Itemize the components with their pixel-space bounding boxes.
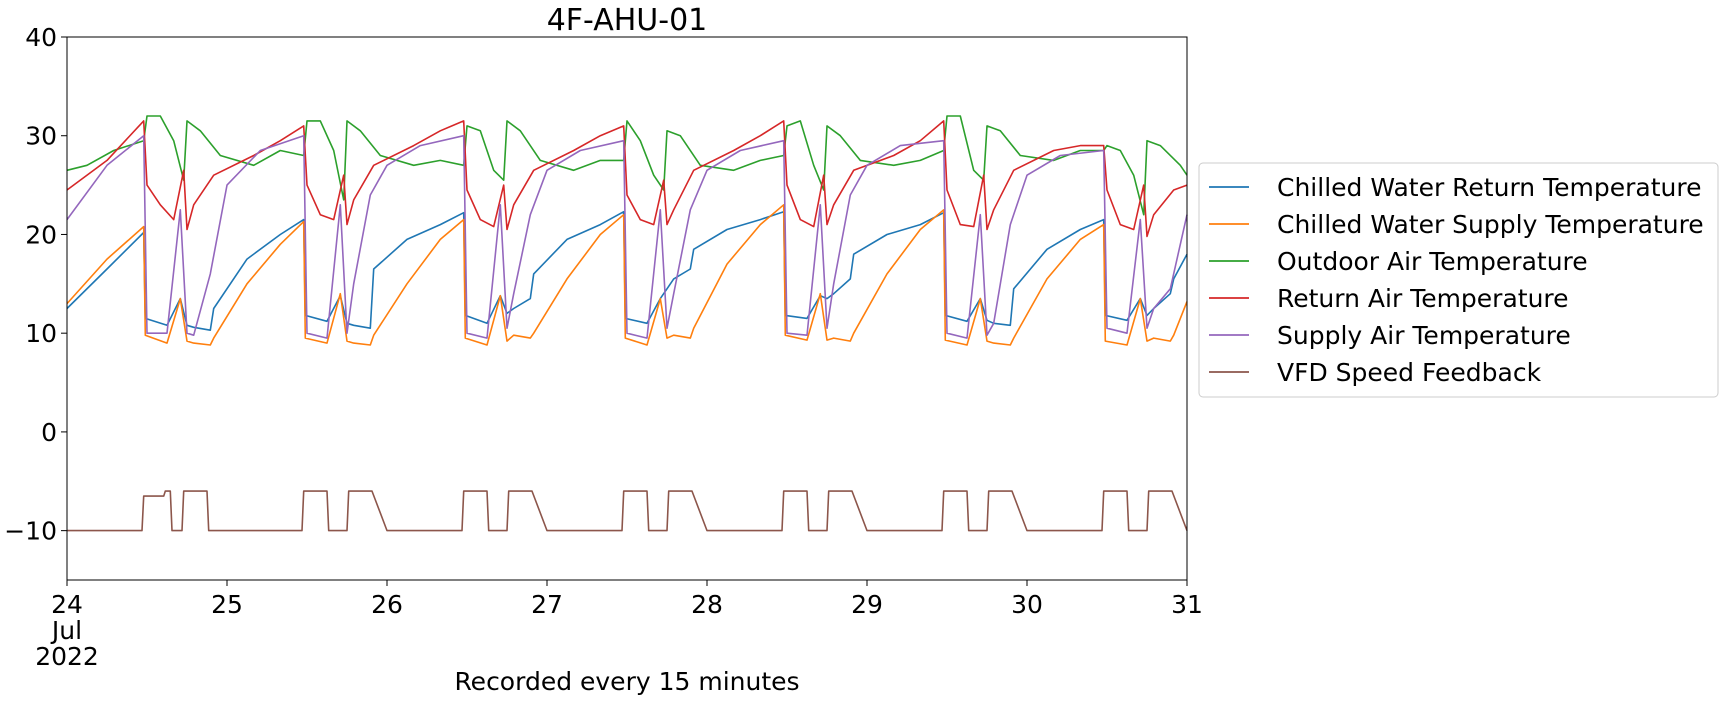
y-tick-label-4: 30: [25, 122, 57, 151]
series-line-1: [66, 204, 1188, 346]
series-line-5: [67, 490, 1188, 532]
series-line-2: [66, 115, 1188, 216]
legend-label-5: VFD Speed Feedback: [1277, 358, 1542, 387]
x-axis-label: Recorded every 15 minutes: [454, 667, 799, 696]
legend: Chilled Water Return Temperature Chilled …: [1198, 162, 1719, 398]
y-tick-label-1: 0: [41, 418, 57, 447]
x-tick-label-5: 29: [851, 590, 883, 619]
chart-title: 4F-AHU-01: [547, 3, 708, 38]
plot-area: [66, 115, 1188, 532]
x-tick-label-3: 27: [531, 590, 563, 619]
legend-label-2: Outdoor Air Temperature: [1277, 247, 1588, 276]
x-tick-sublabel-0-1: 2022: [35, 642, 99, 671]
x-tick-label-4: 28: [691, 590, 723, 619]
x-tick-label-0: 24: [51, 590, 83, 619]
x-tick-label-2: 26: [371, 590, 403, 619]
y-axis: −10 0 10 20 30 40: [4, 23, 67, 546]
legend-label-0: Chilled Water Return Temperature: [1277, 173, 1701, 202]
x-tick-label-1: 25: [211, 590, 243, 619]
series-line-3: [66, 120, 1188, 238]
plot-frame: [66, 36, 1188, 581]
x-tick-label-7: 31: [1171, 590, 1203, 619]
y-tick-label-5: 40: [25, 23, 57, 52]
y-tick-label-2: 10: [25, 319, 57, 348]
legend-label-4: Supply Air Temperature: [1277, 321, 1571, 350]
x-tick-label-6: 30: [1011, 590, 1043, 619]
legend-label-3: Return Air Temperature: [1277, 284, 1569, 313]
y-tick-label-0: −10: [4, 517, 57, 546]
x-tick-sublabel-0-0: Jul: [50, 616, 82, 645]
y-tick-label-3: 20: [25, 220, 57, 249]
legend-frame: [1198, 162, 1719, 398]
series-line-4: [66, 134, 1188, 339]
legend-label-1: Chilled Water Supply Temperature: [1277, 210, 1704, 239]
